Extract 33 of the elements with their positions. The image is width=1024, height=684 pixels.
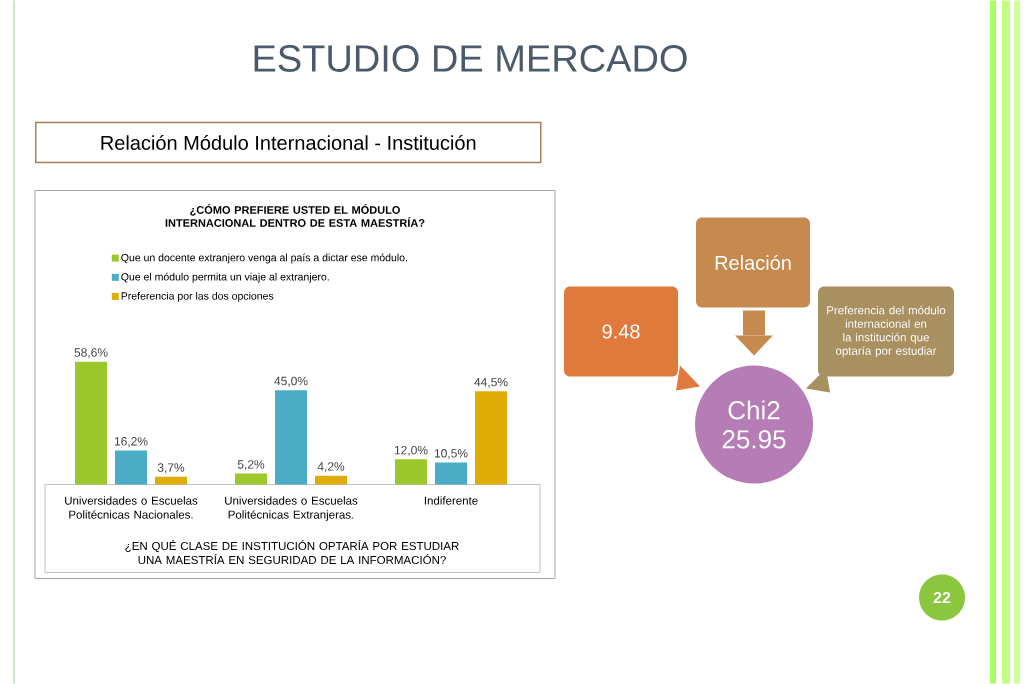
bar [435,462,468,485]
bar [475,391,508,485]
data-label: 3,7% [157,463,185,474]
x-axis-title: ¿EN QUÉ CLASE DE INSTITUCIÓN OPTARÍA POR ESTUDIAR UNA MAESTRÍA EN SEGURIDAD DE LA INFORMACIÓN? [125,540,459,565]
bar [75,361,108,485]
data-label: 44,5% [474,377,508,388]
bar [315,475,348,485]
bar [115,450,148,485]
text: 22 [933,591,951,604]
bar [395,459,428,485]
x-tick-label: Universidades o Escuelas Politécnicas Extranjeras. [225,496,358,521]
x-tick-label: Universidades o Escuelas Politécnicas Nacionales. [65,496,198,519]
data-label: 45,0% [274,376,308,387]
data-label: 4,2% [317,462,345,473]
data-label: 16,2% [114,437,148,448]
legend-label: Que el módulo permita un viaje al extranjero. [121,272,329,283]
chart-title: ¿CÓMO PREFIERE USTED EL MÓDULO INTERNACIONAL DENTRO DE ESTA MAESTRÍA? [165,204,425,227]
bar [275,390,308,485]
data-label: 10,5% [434,449,468,459]
data-label: 5,2% [237,460,265,471]
legend-label: Preferencia por las dos opciones [121,291,274,302]
legend-label: Que un docente extranjero venga al país a dictar ese módulo. [121,253,407,264]
text: Relación [715,255,791,270]
text: Chi2 25.95 [722,400,786,449]
text: Preferencia del módulo internacional en la institución que optaría por estudiar [827,305,946,358]
data-label: 12,0% [394,445,428,456]
bar [155,476,188,485]
text: Relación Módulo Internacional - Institución [101,135,476,150]
x-tick-label: Indiferente [424,496,478,505]
data-label: 58,6% [74,348,108,359]
text: 9.48 [602,324,640,339]
text: ESTUDIO DE MERCADO [254,45,687,72]
bar [235,473,268,485]
